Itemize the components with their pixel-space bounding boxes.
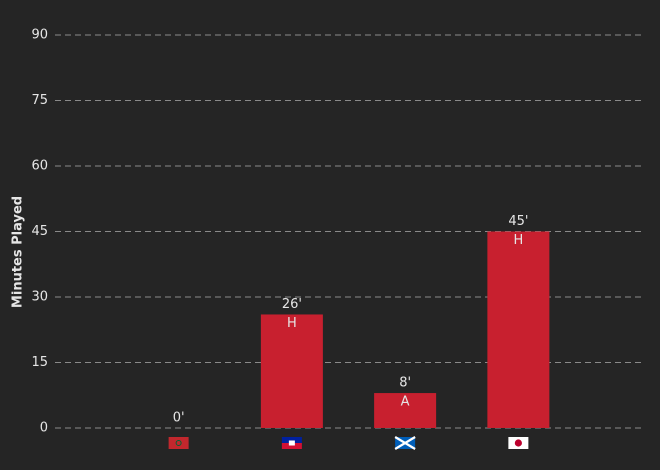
- y-axis-label: Minutes Played: [11, 196, 26, 308]
- bar-annotation: H: [287, 316, 297, 331]
- flag-emblem: [175, 440, 182, 446]
- flag-bg: [168, 437, 189, 449]
- y-tick-label: 30: [31, 290, 48, 305]
- bar-annotation: H: [513, 233, 523, 248]
- flag-icon: [168, 437, 189, 449]
- y-tick-label: 15: [31, 355, 48, 370]
- bar: [374, 393, 437, 428]
- flag-emblem: [288, 440, 295, 446]
- bar: [260, 314, 323, 428]
- flag-icon: [394, 436, 416, 450]
- flag-bottom: [281, 443, 302, 449]
- value-label: 8': [399, 376, 411, 391]
- flag-icon: [508, 437, 529, 449]
- bar: [487, 231, 550, 428]
- bar-annotation: A: [401, 395, 410, 410]
- y-tick-label: 90: [31, 28, 48, 43]
- y-tick-label: 0: [40, 421, 48, 436]
- y-tick-label: 60: [31, 159, 48, 174]
- flag-saltire: [394, 436, 416, 450]
- y-tick-label: 75: [31, 93, 48, 108]
- value-label: 0': [173, 411, 185, 426]
- flag-top: [281, 437, 302, 443]
- value-label: 45': [508, 214, 528, 229]
- y-tick-label: 45: [31, 224, 48, 239]
- flag-icon: [281, 437, 302, 449]
- flag-disc: [514, 439, 522, 447]
- value-label: 26': [282, 297, 302, 312]
